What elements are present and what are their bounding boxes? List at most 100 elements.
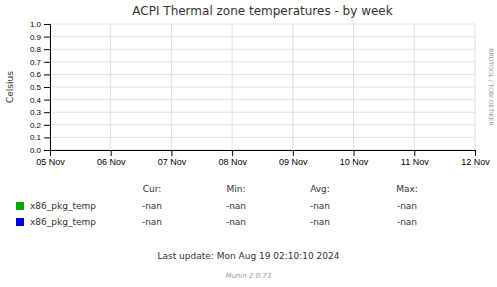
grid-line [50, 74, 475, 75]
y-tick: 0.5 [30, 83, 50, 92]
x-tick: 11 Nov [401, 150, 429, 167]
legend-swatch [16, 218, 24, 226]
y-tick-mark [44, 37, 50, 38]
y-tick-mark [44, 49, 50, 50]
y-tick-label: 0.6 [30, 70, 42, 79]
grid-line [110, 24, 111, 150]
y-tick-mark [44, 24, 50, 25]
legend-stat: -nan [226, 201, 246, 211]
y-tick: 0.1 [30, 133, 50, 142]
legend-header: Avg: [310, 184, 330, 194]
legend-stat: -nan [397, 201, 417, 211]
version: Munin 2.0.73 [226, 272, 272, 280]
plot: 05 Nov 06 Nov 07 Nov 08 Nov 09 Nov 10 Nov 11 N… [30, 20, 490, 167]
y-tick: 0.7 [30, 58, 50, 67]
last-update: Last update: Mon Aug 19 02:10:10 2024 [158, 251, 340, 261]
watermark: RRDTOOL / TOBI OETIKER [488, 48, 495, 125]
grid-line [50, 124, 475, 125]
x-tick: 09 Nov [279, 150, 308, 167]
grid-line [50, 137, 475, 138]
legend-header: Max: [396, 184, 418, 194]
legend-stat: -nan [310, 201, 330, 211]
y-tick-label: 0.9 [30, 33, 42, 42]
x-tick: 12 Nov [461, 150, 490, 167]
y-tick: 1.0 [30, 20, 50, 29]
legend-stat: -nan [226, 217, 246, 227]
x-tick: 07 Nov [158, 150, 187, 167]
y-axis-title: Celsius [5, 71, 15, 103]
chart: 05 Nov 06 Nov 07 Nov 08 Nov 09 Nov 10 Nov 11 N… [0, 0, 497, 287]
grid-line [50, 112, 475, 113]
grid-line [50, 36, 475, 37]
x-tick-mark [354, 150, 355, 156]
x-axis: 05 Nov 06 Nov 07 Nov 08 Nov 09 Nov 10 Nov 11 N… [36, 150, 490, 167]
y-tick-label: 0.8 [30, 45, 42, 54]
x-tick-mark [414, 150, 415, 156]
x-tick-label: 06 Nov [97, 157, 126, 167]
grid-line [50, 61, 475, 62]
y-tick-mark [44, 125, 50, 126]
legend-stat: -nan [310, 217, 330, 227]
y-tick-label: 0.5 [30, 83, 42, 92]
x-tick-mark [475, 150, 476, 156]
y-tick-mark [44, 74, 50, 75]
y-tick-mark [44, 62, 50, 63]
grid [50, 24, 475, 150]
x-tick-label: 07 Nov [158, 157, 187, 167]
legend-swatch [16, 202, 24, 210]
grid-line [50, 49, 475, 50]
y-tick: 0.2 [30, 121, 50, 130]
y-tick: 0.3 [30, 108, 50, 117]
y-tick-mark [44, 112, 50, 113]
x-tick-label: 12 Nov [461, 157, 490, 167]
grid-line [353, 24, 354, 150]
x-tick: 10 Nov [340, 150, 369, 167]
grid-line [50, 87, 475, 88]
y-tick-label: 0.4 [30, 96, 42, 105]
grid-line [50, 24, 475, 25]
y-tick: 0.0 [30, 146, 50, 155]
x-tick-mark [293, 150, 294, 156]
y-tick-label: 0.1 [30, 133, 42, 142]
y-tick: 0.8 [30, 45, 50, 54]
x-tick-label: 09 Nov [279, 157, 308, 167]
y-tick-label: 0.7 [30, 58, 42, 67]
legend: Cur: Min: Avg: Max: x86_pkg_temp -nan -nan -nan… [16, 184, 418, 227]
x-tick-label: 11 Nov [401, 157, 429, 167]
y-tick-label: 0.0 [30, 146, 42, 155]
y-tick: 0.6 [30, 70, 50, 79]
x-tick: 08 Nov [218, 150, 247, 167]
legend-header: Min: [226, 184, 245, 194]
grid-line [232, 24, 233, 150]
y-axis-line [44, 25, 51, 151]
legend-header: Cur: [143, 184, 162, 194]
y-tick-mark [44, 100, 50, 101]
x-tick-mark [232, 150, 233, 156]
x-tick: 06 Nov [97, 150, 126, 167]
legend-stat: -nan [142, 201, 162, 211]
y-axis: 0.0 0.1 0.2 0.3 0.4 0.5 0.6 0.7 0.8 0.9 1.0 [30, 20, 51, 155]
legend-stat: -nan [142, 217, 162, 227]
x-axis-line [51, 151, 476, 157]
x-tick-label: 05 Nov [36, 157, 65, 167]
grid-line [171, 24, 172, 150]
y-tick: 0.9 [30, 33, 50, 42]
grid-line [475, 24, 476, 150]
y-tick-mark [44, 150, 50, 151]
title: ACPI Thermal zone temperatures - by week [132, 4, 392, 18]
x-tick-label: 08 Nov [218, 157, 247, 167]
y-tick-mark [44, 137, 50, 138]
y-tick-mark [44, 87, 50, 88]
y-tick: 0.4 [30, 96, 50, 105]
legend-stat: -nan [397, 217, 417, 227]
x-tick-mark [171, 150, 172, 156]
x-tick-label: 10 Nov [340, 157, 369, 167]
legend-label: x86_pkg_temp [30, 201, 96, 211]
y-tick-label: 0.2 [30, 121, 42, 130]
y-tick-label: 1.0 [30, 20, 42, 29]
grid-line [292, 24, 293, 150]
legend-label: x86_pkg_temp [30, 217, 96, 227]
grid-line [50, 99, 475, 100]
grid-line [414, 24, 415, 150]
y-tick-label: 0.3 [30, 108, 42, 117]
